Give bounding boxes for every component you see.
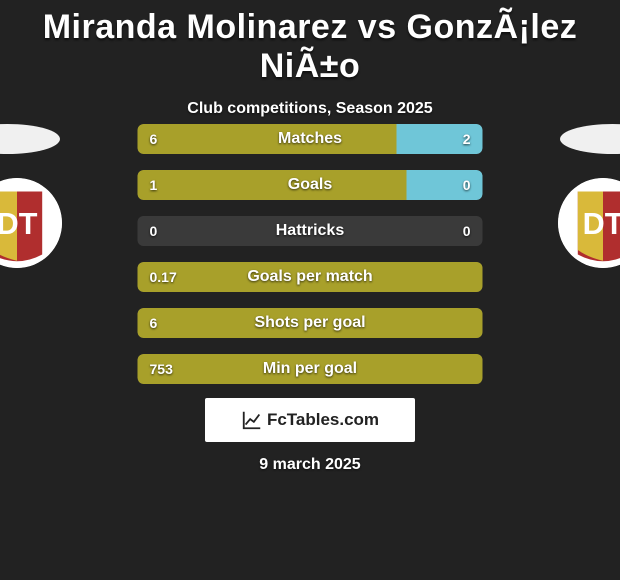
stat-label: Shots per goal (138, 308, 483, 338)
stat-row: Hattricks0 0 (138, 216, 483, 246)
stat-value-left: 0.17 (150, 262, 177, 292)
stat-value-right: 0 (463, 216, 471, 246)
svg-text:DT: DT (583, 207, 620, 241)
stat-value-left: 6 (150, 124, 158, 154)
left-ellipse-shadow (0, 124, 60, 154)
subtitle: Club competitions, Season 2025 (0, 100, 620, 118)
footer-brand: FcTables.com (205, 398, 415, 442)
stat-label: Hattricks (138, 216, 483, 246)
stat-row: Shots per goal6 (138, 308, 483, 338)
infographic-root: Miranda Molinarez vs GonzÃ¡lez NiÃ±o Clu… (0, 0, 620, 118)
stat-value-left: 753 (150, 354, 173, 384)
stat-label: Matches (138, 124, 483, 154)
page-title: Miranda Molinarez vs GonzÃ¡lez NiÃ±o (0, 0, 620, 86)
left-team-logo: DT (0, 178, 62, 268)
stat-row: Goals per match0.17 (138, 262, 483, 292)
stat-value-right: 2 (463, 124, 471, 154)
stat-row: Matches6 2 (138, 124, 483, 154)
right-ellipse-shadow (560, 124, 620, 154)
stat-row: Goals1 0 (138, 170, 483, 200)
stat-label: Min per goal (138, 354, 483, 384)
footer-label: FcTables.com (267, 410, 379, 430)
stat-label: Goals (138, 170, 483, 200)
stat-value-right: 0 (463, 170, 471, 200)
chart-icon (241, 409, 263, 431)
stat-label: Goals per match (138, 262, 483, 292)
stat-row: Min per goal753 (138, 354, 483, 384)
stat-value-left: 6 (150, 308, 158, 338)
svg-text:DT: DT (0, 207, 38, 241)
stat-value-left: 0 (150, 216, 158, 246)
club-logo-icon: DT (558, 178, 620, 268)
right-team-logo: DT (558, 178, 620, 268)
stat-value-left: 1 (150, 170, 158, 200)
date-label: 9 march 2025 (0, 456, 620, 474)
stat-bars: Matches62Goals10Hattricks00Goals per mat… (138, 124, 483, 400)
club-logo-icon: DT (0, 178, 62, 268)
